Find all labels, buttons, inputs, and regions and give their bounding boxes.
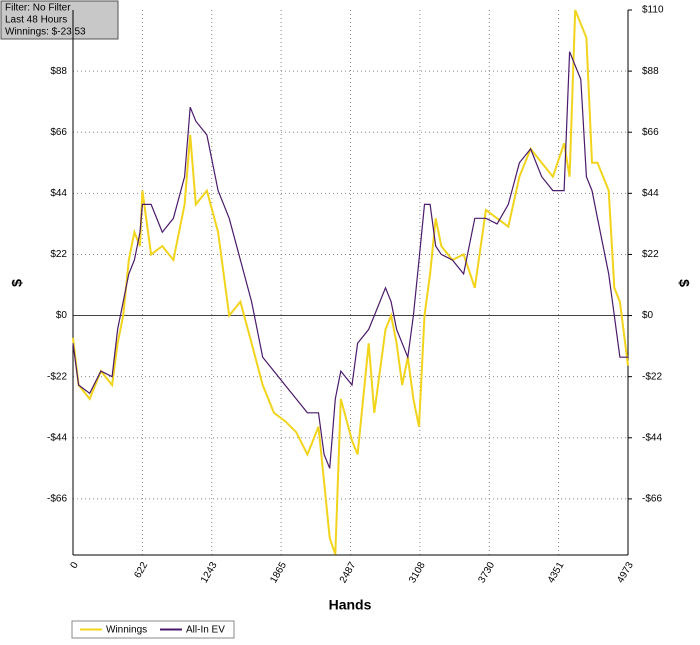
y-tick-label: $66 [50, 127, 67, 138]
y2-tick-label: $110 [642, 5, 664, 16]
y-tick-label: -$44 [47, 432, 67, 443]
y-axis-title: $ [9, 279, 25, 287]
x-tick-label: 1865 [268, 560, 289, 585]
info-line: Last 48 Hours [5, 15, 67, 26]
y-tick-label: -$66 [47, 494, 67, 505]
y2-tick-label: -$22 [642, 371, 662, 382]
series-line [72, 51, 628, 469]
x-tick-label: 0 [69, 560, 82, 571]
x-tick-label: 1243 [199, 560, 220, 585]
y2-tick-label: -$66 [642, 494, 662, 505]
x-tick-label: 2487 [338, 560, 359, 585]
legend-label: Winnings [106, 625, 147, 636]
y-tick-label: $22 [50, 249, 67, 260]
y2-axis-title: $ [676, 279, 692, 287]
x-tick-label: 3730 [477, 560, 498, 585]
x-tick-label: 3108 [407, 560, 428, 585]
x-tick-label: 4973 [615, 560, 636, 585]
x-tick-label: 4351 [546, 560, 567, 585]
legend-label: All-In EV [186, 625, 225, 636]
x-axis-title: Hands [329, 597, 372, 613]
info-line: Filter: No Filter [5, 3, 71, 14]
y2-tick-label: $0 [642, 310, 654, 321]
y-tick-label: -$22 [47, 371, 67, 382]
y2-tick-label: $44 [642, 188, 659, 199]
y-tick-label: $0 [56, 310, 68, 321]
series-line [72, 9, 629, 555]
y2-tick-label: $22 [642, 249, 659, 260]
y-tick-label: $44 [50, 188, 67, 199]
y2-tick-label: $88 [642, 66, 659, 77]
info-box [0, 0, 119, 40]
y2-tick-label: $66 [642, 127, 659, 138]
y-tick-label: $88 [50, 66, 67, 77]
y2-tick-label: -$44 [642, 432, 662, 443]
x-tick-label: 622 [132, 560, 150, 580]
info-line: Winnings: $-23.53 [5, 27, 86, 38]
legend [71, 620, 235, 639]
